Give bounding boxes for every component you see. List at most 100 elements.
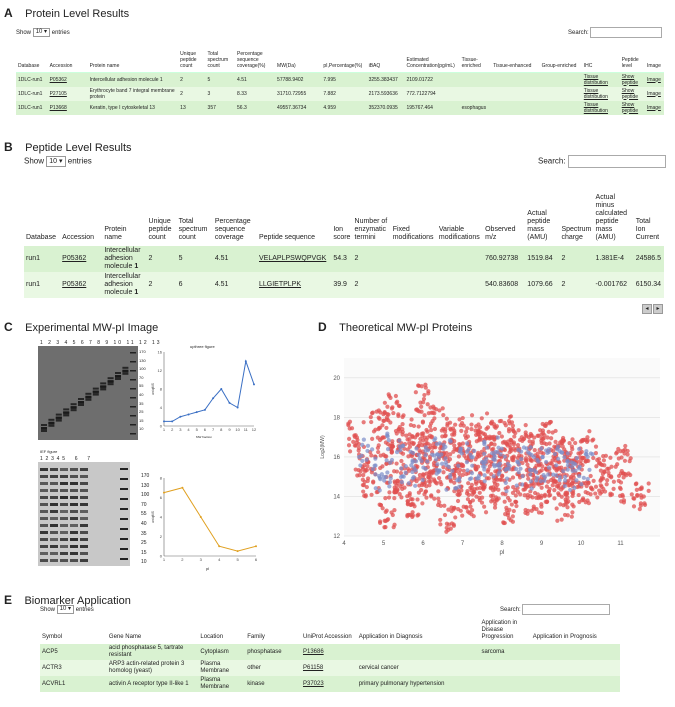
scatter-point	[572, 504, 576, 508]
scatter-point	[387, 484, 391, 488]
scatter-point	[365, 468, 369, 472]
next-page-button[interactable]: ▸	[653, 304, 663, 314]
table-link[interactable]: Show peptide	[620, 72, 645, 87]
scatter-point	[464, 505, 468, 509]
section-e-letter: E	[4, 593, 12, 607]
table-cell: acid phosphatase 5, tartrate resistant	[107, 644, 198, 660]
table-link[interactable]: P05362	[60, 272, 102, 298]
column-header[interactable]: UniProt Accession	[301, 614, 357, 644]
column-header[interactable]: Tissue-enhanced	[491, 38, 539, 72]
scatter-point	[456, 507, 460, 511]
column-header[interactable]: Database	[16, 38, 48, 72]
scatter-point	[602, 469, 606, 473]
table-link[interactable]: P27105	[48, 87, 88, 101]
table-link[interactable]: Image	[645, 101, 664, 115]
column-header[interactable]: Total Ion Current	[634, 164, 664, 246]
table-cell	[391, 272, 437, 298]
table-cell: kinase	[245, 676, 301, 692]
table-link[interactable]: P13686	[301, 644, 357, 660]
column-header[interactable]: Gene Name	[107, 614, 198, 644]
column-header[interactable]: Peptide level	[620, 38, 645, 72]
column-header[interactable]: Estimated Concentration(pg/mL)	[404, 38, 459, 72]
column-header[interactable]: pI,Percentage(%)	[321, 38, 366, 72]
table-link[interactable]: Show peptide	[620, 87, 645, 101]
table-link[interactable]: Image	[645, 87, 664, 101]
scatter-point	[410, 435, 414, 439]
column-header[interactable]: Family	[245, 614, 301, 644]
column-header[interactable]: Protein name	[102, 164, 146, 246]
table-link[interactable]: Image	[645, 72, 664, 87]
scatter-point	[540, 441, 544, 445]
scatter-point	[509, 438, 513, 442]
scatter-point	[417, 490, 421, 494]
scatter-point	[394, 461, 398, 465]
marker-band	[120, 548, 128, 550]
table-link[interactable]: P37023	[301, 676, 357, 692]
table-link[interactable]: Show peptide	[620, 101, 645, 115]
column-header[interactable]: iBAQ	[367, 38, 405, 72]
search-input[interactable]	[590, 27, 662, 38]
column-header[interactable]: Tissue-enriched	[460, 38, 492, 72]
scatter-point	[545, 435, 549, 439]
column-header[interactable]: Accession	[60, 164, 102, 246]
scatter-point	[516, 448, 520, 452]
column-header[interactable]: Fixed modifications	[391, 164, 437, 246]
gel-band	[85, 393, 91, 395]
scatter-point	[514, 467, 518, 471]
column-header[interactable]: Total spectrum count	[206, 38, 235, 72]
entries-select[interactable]: 10 ▾	[57, 605, 74, 614]
column-header[interactable]: Peptide sequence	[257, 164, 331, 246]
scatter-point	[469, 476, 473, 480]
table-cell: ACP5	[40, 644, 107, 660]
table-link[interactable]: Tissue distribution	[582, 101, 620, 115]
column-header[interactable]: Variable modifications	[437, 164, 483, 246]
table-link[interactable]: P61158	[301, 660, 357, 676]
column-header[interactable]: Unique peptide count	[178, 38, 205, 72]
scatter-point	[552, 496, 556, 500]
column-header[interactable]: Image	[645, 38, 664, 72]
scatter-point	[489, 441, 493, 445]
column-header[interactable]: MW(Da)	[275, 38, 321, 72]
column-header[interactable]: Location	[198, 614, 245, 644]
table-link[interactable]: VELAPLPSWQPVGK	[257, 246, 331, 272]
scatter-point	[592, 479, 596, 483]
column-header[interactable]: Number of enzymatic termini	[353, 164, 391, 246]
gel-band	[85, 397, 91, 399]
column-header[interactable]: IHC	[582, 38, 620, 72]
scatter-point	[452, 473, 456, 477]
scatter-point	[380, 423, 384, 427]
column-header[interactable]: Application in Disease Progression	[479, 614, 530, 644]
column-header[interactable]: Symbol	[40, 614, 107, 644]
table-link[interactable]: LLGIETPLPK	[257, 272, 331, 298]
column-header[interactable]: Actual minus calculated peptide mass (AM…	[594, 164, 634, 246]
scatter-point	[428, 424, 432, 428]
column-header[interactable]: Observed m/z	[483, 164, 525, 246]
table-link[interactable]: Tissue distribution	[582, 87, 620, 101]
scatter-point	[438, 522, 442, 526]
marker-band	[120, 488, 128, 490]
table-link[interactable]: P13668	[48, 101, 88, 115]
column-header[interactable]: Unique peptide count	[147, 164, 177, 246]
table-link[interactable]: Tissue distribution	[582, 72, 620, 87]
column-header[interactable]: Application in Prognosis	[531, 614, 620, 644]
column-header[interactable]: Accession	[48, 38, 88, 72]
scatter-point	[647, 489, 651, 493]
table-cell: 3	[206, 87, 235, 101]
column-header[interactable]: Database	[24, 164, 60, 246]
table-link[interactable]: P05362	[48, 72, 88, 87]
column-header[interactable]: Protein name	[88, 38, 179, 72]
prev-page-button[interactable]: ◂	[642, 304, 652, 314]
column-header[interactable]: Application in Diagnosis	[357, 614, 480, 644]
table-link[interactable]: P05362	[60, 246, 102, 272]
column-header[interactable]: Ion score	[331, 164, 352, 246]
scatter-point	[435, 462, 439, 466]
column-header[interactable]: Total spectrum count	[177, 164, 213, 246]
column-header[interactable]: Group-enriched	[540, 38, 582, 72]
entries-select[interactable]: 10 ▾	[33, 28, 50, 37]
column-header[interactable]: Actual peptide mass (AMU)	[525, 164, 559, 246]
column-header[interactable]: Spectrum charge	[559, 164, 593, 246]
column-header[interactable]: Percentage sequence coverage(%)	[235, 38, 275, 72]
gel-band	[60, 489, 68, 492]
column-header[interactable]: Percentage sequence coverage	[213, 164, 257, 246]
scatter-point	[521, 474, 525, 478]
